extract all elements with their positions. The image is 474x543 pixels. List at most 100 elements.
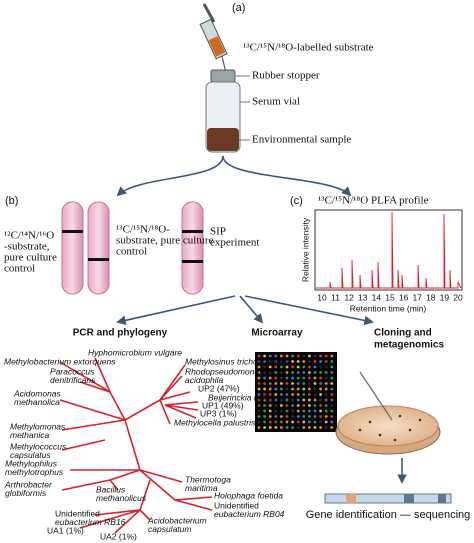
spot — [330, 382, 334, 385]
control-label: -substrate, — [4, 241, 50, 253]
spot — [296, 382, 300, 385]
spot — [330, 354, 334, 358]
spot — [324, 420, 328, 424]
spot — [330, 376, 334, 380]
spot — [324, 426, 328, 429]
taxon-label: Methylobacterium extorquens — [4, 356, 116, 366]
spot — [324, 404, 328, 407]
spot — [296, 371, 300, 374]
spot — [302, 420, 306, 424]
spot — [308, 409, 311, 413]
spot — [302, 376, 306, 380]
spot — [274, 360, 278, 363]
spot — [263, 360, 266, 363]
spot — [280, 360, 283, 363]
spot — [291, 376, 294, 380]
spot — [330, 360, 334, 363]
spot — [296, 387, 300, 391]
spot — [302, 415, 306, 418]
x-tick-label: 15 — [385, 292, 395, 302]
taxon-label: Methylocella palustris — [174, 417, 256, 427]
spot — [274, 415, 278, 418]
spot — [268, 387, 272, 391]
spot — [285, 409, 289, 413]
spot — [291, 409, 294, 413]
spot — [257, 420, 261, 424]
spot — [319, 354, 322, 358]
spot — [330, 415, 334, 418]
spot — [302, 360, 306, 363]
spot — [263, 365, 266, 369]
spot — [291, 415, 294, 418]
spot — [324, 371, 328, 374]
spot — [274, 365, 278, 369]
taxon-label: Methylosinus trichosporium — [185, 356, 288, 366]
spot — [308, 371, 311, 374]
method-heading: PCR and phylogeny — [73, 328, 168, 339]
method-heading: Microarray — [251, 328, 303, 339]
spot — [324, 393, 328, 396]
taxon-label: UA1 (1%) — [47, 525, 84, 535]
gene-bar — [324, 493, 452, 504]
taxon-label: Methylomonas — [10, 421, 66, 431]
spot — [308, 398, 311, 402]
y-axis-label: Relative intensity — [300, 217, 310, 282]
spot — [274, 398, 278, 402]
spot — [296, 360, 300, 363]
spot — [263, 371, 266, 374]
spot — [257, 426, 261, 429]
spot — [319, 420, 322, 424]
taxon-label: Arthrobacter — [4, 479, 53, 489]
spot — [324, 382, 328, 385]
taxon-label: capsulatum — [148, 524, 191, 534]
stopper-label: Rubber stopper — [252, 70, 320, 82]
control-label: ¹³C/¹⁵N/¹⁸O- — [116, 224, 170, 236]
spot — [330, 398, 334, 402]
spot — [257, 382, 261, 385]
spot — [319, 376, 322, 380]
spot — [274, 409, 278, 413]
spot — [324, 365, 328, 369]
taxon-label: UP2 (47%) — [198, 383, 240, 393]
x-tick-label: 18 — [426, 292, 436, 302]
spot — [291, 426, 294, 429]
spot — [263, 420, 266, 424]
chart-title: ¹³C/¹⁵N/¹⁸O PLFA profile — [318, 195, 429, 207]
taxon-label: eubacterium RB16 — [55, 517, 126, 527]
taxon-label: Unidentified — [214, 500, 259, 510]
vial-label: Serum vial — [252, 96, 300, 108]
plfa-chart — [314, 209, 463, 291]
microarray-spots — [257, 354, 334, 429]
taxon-label: Methylophilus — [5, 458, 58, 468]
spot — [268, 382, 272, 385]
tubes — [61, 201, 204, 295]
microarray-image — [255, 352, 337, 432]
spot — [280, 382, 283, 385]
x-tick-label: 19 — [440, 292, 450, 302]
spot — [268, 371, 272, 374]
taxon-label: denitrificans — [50, 375, 96, 385]
phylogenetic-tree — [59, 357, 213, 534]
spot — [268, 365, 272, 369]
spot — [308, 420, 311, 424]
spot — [285, 371, 289, 374]
spot — [319, 426, 322, 429]
spot — [308, 382, 311, 385]
taxon-label: Paracoccus — [50, 366, 95, 376]
spot — [330, 371, 334, 374]
substrate-label: ¹³C/¹⁵N/¹⁸O-labelled substrate — [243, 42, 374, 54]
spot — [330, 426, 334, 429]
spot — [285, 354, 289, 358]
spot — [285, 426, 289, 429]
spot — [313, 420, 317, 424]
spot — [302, 409, 306, 413]
arrow — [116, 295, 236, 326]
spot — [257, 365, 261, 369]
spot — [285, 376, 289, 380]
spot — [268, 360, 272, 363]
spot — [319, 415, 322, 418]
spot — [302, 354, 306, 358]
spot — [308, 376, 311, 380]
spot — [280, 404, 283, 407]
spot — [324, 354, 328, 358]
